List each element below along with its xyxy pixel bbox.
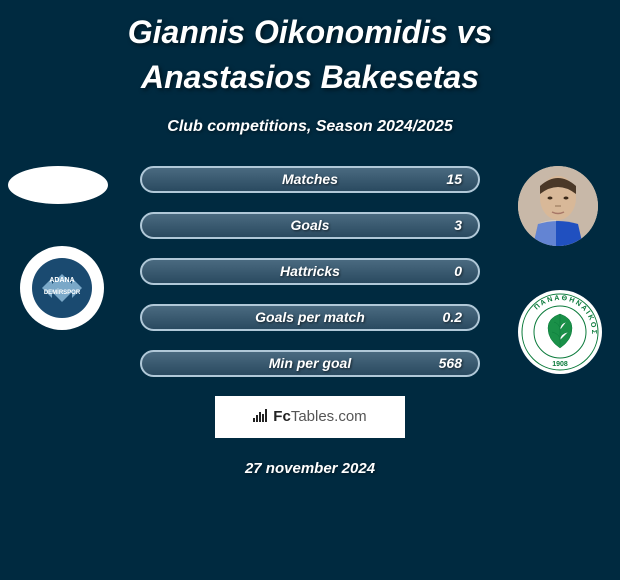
stat-label: Goals [291,217,330,233]
svg-text:ADANA: ADANA [49,277,74,284]
player-right-column: Π Α Ν Α Θ Η Ν Α Ϊ Κ Ο Σ 1908 [518,166,602,374]
svg-text:1908: 1908 [552,361,568,368]
player-left-avatar [8,166,108,204]
footer-brand-pre: Fc [273,408,291,425]
stat-value: 0.2 [443,309,462,325]
stat-value: 3 [454,217,462,233]
panathinaikos-logo: Π Α Ν Α Θ Η Ν Α Ϊ Κ Ο Σ 1908 [518,290,602,374]
stat-label: Goals per match [255,309,365,325]
page-title: Giannis Oikonomidis vs Anastasios Bakese… [0,0,620,100]
stat-value: 0 [454,263,462,279]
player-left-column: ADANA DEMİRSPOR [8,166,108,330]
player-right-avatar [518,166,598,246]
adana-demirspor-logo: ADANA DEMİRSPOR [20,246,104,330]
footer-date: 27 november 2024 [0,460,620,477]
comparison-content: ADANA DEMİRSPOR [0,166,620,377]
footer-brand: FcTables.com [215,396,405,438]
stat-row-matches: Matches 15 [140,166,480,193]
stat-label: Hattricks [280,263,340,279]
club-right-badge: Π Α Ν Α Θ Η Ν Α Ϊ Κ Ο Σ 1908 [518,290,602,374]
stat-row-goals: Goals 3 [140,212,480,239]
stat-label: Matches [282,171,338,187]
stat-row-hattricks: Hattricks 0 [140,258,480,285]
stat-row-goals-per-match: Goals per match 0.2 [140,304,480,331]
subtitle: Club competitions, Season 2024/2025 [0,118,620,136]
club-left-badge: ADANA DEMİRSPOR [20,246,104,330]
player-right-photo [518,166,598,246]
stat-row-min-per-goal: Min per goal 568 [140,350,480,377]
stat-value: 568 [439,355,462,371]
stats-list: Matches 15 Goals 3 Hattricks 0 Goals per… [140,166,480,377]
stat-value: 15 [446,171,462,187]
stat-label: Min per goal [269,355,351,371]
svg-text:DEMİRSPOR: DEMİRSPOR [44,289,81,296]
bars-icon [253,408,269,426]
footer-brand-post: Tables.com [291,408,367,425]
